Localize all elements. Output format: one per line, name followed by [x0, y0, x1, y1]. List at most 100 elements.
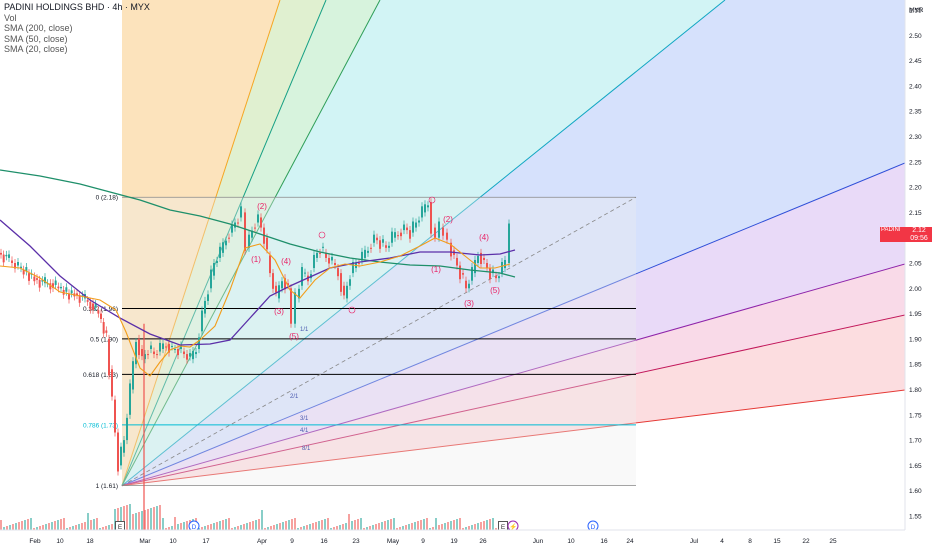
price-tick-label: 1.75 [909, 412, 922, 419]
date-tick-label: Jul [690, 538, 699, 545]
candle-body [403, 224, 405, 231]
candle-body [25, 267, 28, 272]
volume-bar [417, 521, 419, 530]
candle-body [183, 351, 185, 355]
volume-bar [90, 520, 92, 530]
volume-bar [42, 525, 44, 530]
candle-body [216, 260, 218, 263]
volume-bar [132, 514, 134, 530]
volume-bar [108, 525, 110, 530]
date-tick-label: 10 [567, 538, 575, 545]
volume-bar [159, 505, 161, 530]
candle-body [418, 220, 420, 223]
volume-bar [372, 525, 374, 530]
candle-body [126, 417, 128, 441]
volume-bar [357, 519, 359, 530]
candle-body [304, 272, 306, 274]
volume-bar [351, 521, 353, 530]
candle-body [210, 269, 212, 289]
candle-body [138, 338, 140, 356]
wave-circle-marker [348, 306, 356, 314]
candle-body [159, 342, 161, 352]
volume-bar [207, 525, 209, 530]
fib-level-label: 0.618 (1.83) [83, 372, 118, 379]
candle-body [201, 310, 203, 332]
volume-bar [18, 522, 20, 530]
volume-bar [243, 524, 245, 530]
wave-label: (3) [274, 307, 284, 316]
volume-bar [3, 527, 5, 530]
candle-body [316, 252, 318, 258]
date-tick-label: 16 [600, 538, 608, 545]
chart-legend: PADINI HOLDINGS BHD · 4h · MYX Vol SMA (… [4, 2, 150, 55]
candle-body [174, 349, 176, 351]
candle-body [328, 257, 330, 264]
volume-bar [9, 525, 11, 530]
volume-bar [138, 512, 140, 530]
volume-bar [426, 518, 428, 530]
candle-body [459, 265, 461, 280]
volume-bar [21, 521, 23, 530]
candle-body [248, 234, 250, 248]
wave-circle-marker [428, 196, 436, 204]
candle-body [36, 278, 38, 280]
volume-bar [237, 526, 239, 530]
candle-body [358, 263, 360, 264]
volume-bar [165, 528, 167, 530]
candle-body [275, 285, 277, 293]
volume-bar [255, 520, 257, 530]
candle-body [92, 303, 94, 310]
candle-body [489, 268, 491, 280]
date-tick-label: 18 [86, 538, 94, 545]
volume-bar [123, 506, 125, 530]
candle-body [22, 269, 25, 275]
event-marker-label: ⚡ [509, 523, 517, 531]
volume-bar [432, 527, 434, 530]
price-tick-label: 2.40 [909, 83, 922, 90]
volume-bar [228, 518, 230, 530]
volume-bar [483, 521, 485, 530]
price-tag-countdown: 09:56 [910, 234, 928, 242]
volume-bar [429, 528, 431, 530]
candle-body [266, 237, 268, 250]
volume-bar [348, 514, 350, 530]
candle-body [207, 294, 209, 301]
candle-body [228, 237, 230, 239]
candle-body [483, 257, 485, 260]
candle-body [0, 252, 2, 255]
candle-body [162, 343, 164, 350]
candle-body [397, 235, 399, 237]
volume-bar [126, 505, 128, 530]
event-marker-label: E [118, 524, 123, 531]
candle-body [2, 254, 5, 263]
volume-bar [378, 523, 380, 530]
volume-bar [408, 524, 410, 530]
candle-body [52, 283, 54, 288]
price-tick-label: 1.85 [909, 362, 922, 369]
volume-bars [0, 504, 515, 530]
date-tick-label: 26 [479, 538, 487, 545]
volume-bar [411, 523, 413, 530]
candle-body [123, 440, 125, 453]
volume-bar [480, 522, 482, 530]
fan-ratio-label: 3/1 [300, 416, 309, 422]
volume-bar [27, 519, 29, 530]
volume-bar [270, 526, 272, 530]
volume-bar [282, 522, 284, 530]
volume-bar [339, 525, 341, 530]
candle-body [147, 354, 149, 356]
date-tick-label: 10 [169, 538, 177, 545]
volume-bar [318, 521, 320, 530]
candle-body [325, 252, 327, 258]
candle-body [70, 290, 73, 294]
candle-body [474, 259, 476, 274]
candle-body [33, 276, 36, 282]
candle-body [346, 285, 348, 299]
fan-line [121, 389, 905, 487]
candle-body [86, 300, 89, 302]
volume-bar [93, 519, 95, 530]
candle-body [269, 255, 271, 274]
volume-bar [330, 528, 332, 530]
volume-bar [180, 523, 182, 530]
